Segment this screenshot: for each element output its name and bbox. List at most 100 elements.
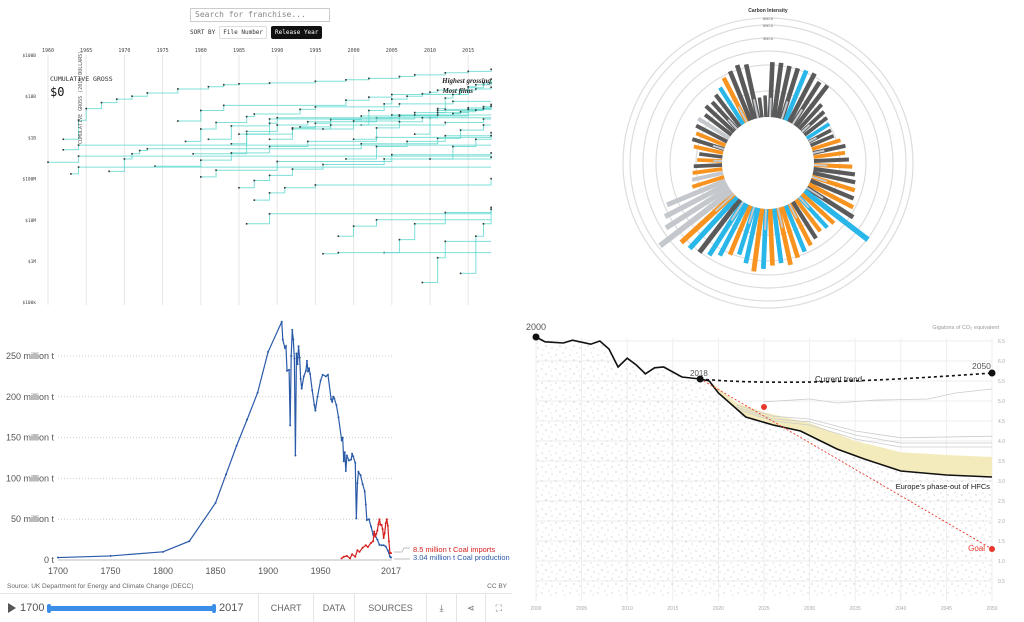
- film-point: [253, 113, 256, 115]
- radial-ring: [629, 24, 907, 302]
- download-icon[interactable]: ⤓: [425, 594, 456, 622]
- film-point: [314, 184, 317, 186]
- play-icon[interactable]: [8, 603, 16, 613]
- franchise-line: [254, 178, 492, 201]
- sort-release-year-button[interactable]: Release Year: [271, 26, 323, 39]
- x-tick-label: 1850: [206, 566, 226, 576]
- data-point: [292, 338, 295, 341]
- film-point: [123, 158, 126, 160]
- data-point: [293, 357, 296, 360]
- film-point: [268, 82, 271, 84]
- data-point: [380, 523, 383, 526]
- data-point: [321, 373, 324, 376]
- film-point: [413, 74, 416, 76]
- film-point: [230, 125, 233, 127]
- film-point: [47, 161, 49, 164]
- radial-bar: [704, 104, 736, 134]
- milestone-point: [532, 333, 540, 341]
- film-point: [444, 240, 447, 243]
- share-icon[interactable]: ⋖: [456, 594, 484, 622]
- x-tick-label: 1995: [309, 48, 321, 54]
- film-point: [383, 158, 385, 160]
- data-point: [376, 529, 379, 532]
- franchise-line: [193, 118, 492, 155]
- film-point: [299, 126, 301, 128]
- data-point: [286, 369, 289, 372]
- radial-bar: [695, 123, 729, 144]
- ring-label: 500.0: [763, 23, 774, 28]
- radial-bar: [757, 97, 764, 118]
- y-tick-label: $1B: [28, 135, 36, 141]
- y-tick-label: $10M: [25, 218, 36, 224]
- fullscreen-icon[interactable]: ⛶: [484, 594, 512, 622]
- franchise-search-input[interactable]: Search for franchise...: [190, 8, 330, 22]
- radial-bar: [687, 195, 739, 251]
- film-point: [306, 120, 309, 123]
- radial-bar-segment: [747, 206, 756, 224]
- data-point: [295, 352, 298, 355]
- data-point: [281, 338, 284, 341]
- slider-start-handle[interactable]: [47, 603, 52, 613]
- data-point: [344, 470, 347, 473]
- film-point: [314, 80, 317, 83]
- year-range-slider[interactable]: [47, 603, 216, 613]
- data-point: [364, 503, 367, 506]
- film-point: [482, 124, 485, 126]
- film-point: [360, 142, 363, 145]
- tab-data[interactable]: DATA: [313, 594, 354, 622]
- film-point: [322, 252, 324, 255]
- film-point: [391, 114, 393, 116]
- film-point: [475, 109, 477, 111]
- data-point: [350, 458, 353, 461]
- film-point: [207, 85, 210, 88]
- radial-bar-segment: [780, 101, 789, 120]
- film-point: [184, 140, 187, 143]
- film-point: [413, 114, 416, 116]
- ring-label: 300.0: [763, 36, 774, 41]
- film-point: [207, 138, 210, 141]
- radial-bar: [794, 198, 822, 233]
- radial-bar-segment: [769, 97, 772, 118]
- data-point: [283, 346, 286, 349]
- hfc-phaseout-line: [535, 336, 993, 478]
- film-point: [131, 152, 133, 155]
- film-point: [406, 95, 408, 97]
- data-point: [313, 403, 316, 406]
- data-point: [235, 444, 238, 447]
- franchise-line: [63, 144, 492, 151]
- y-tick-label: $100k: [22, 300, 36, 306]
- film-point: [482, 222, 485, 225]
- data-point: [314, 409, 317, 412]
- license-link[interactable]: CC BY: [487, 583, 508, 590]
- radial-bar: [812, 170, 856, 185]
- data-point: [363, 490, 366, 493]
- x-tick-label: 2010: [424, 48, 436, 54]
- slider-end-handle[interactable]: [212, 603, 216, 613]
- y-tick-label: 4.5: [998, 419, 1005, 425]
- x-tick-label: 1960: [42, 48, 54, 54]
- y-tick-label: 50 million t: [11, 514, 55, 524]
- franchise-line: [460, 209, 492, 274]
- tab-chart[interactable]: CHART: [258, 594, 313, 622]
- y-tick-label: 1.0: [998, 559, 1005, 565]
- film-point: [490, 177, 492, 180]
- radial-ring: [642, 37, 894, 289]
- data-point: [382, 536, 385, 539]
- imports-end-label: 8.5 million t Coal imports: [413, 545, 495, 554]
- radial-bar-segment: [764, 208, 767, 230]
- x-tick-label: 2005: [576, 606, 587, 612]
- sort-film-number-button[interactable]: File Number: [219, 26, 268, 39]
- y-tick-label: 200 million t: [6, 392, 55, 402]
- coal-production-line: [57, 321, 392, 559]
- franchise-line: [154, 136, 492, 167]
- data-point: [351, 452, 354, 455]
- data-point: [309, 372, 312, 375]
- film-point: [360, 115, 363, 117]
- data-point: [307, 370, 310, 373]
- y-tick-label: 5.5: [998, 379, 1005, 385]
- film-point: [398, 103, 401, 105]
- radial-bar: [743, 207, 761, 264]
- cumulative-gross-label: CUMULATIVE GROSS: [50, 75, 113, 83]
- tab-sources[interactable]: SOURCES: [354, 594, 426, 622]
- x-tick-label: 1975: [157, 48, 169, 54]
